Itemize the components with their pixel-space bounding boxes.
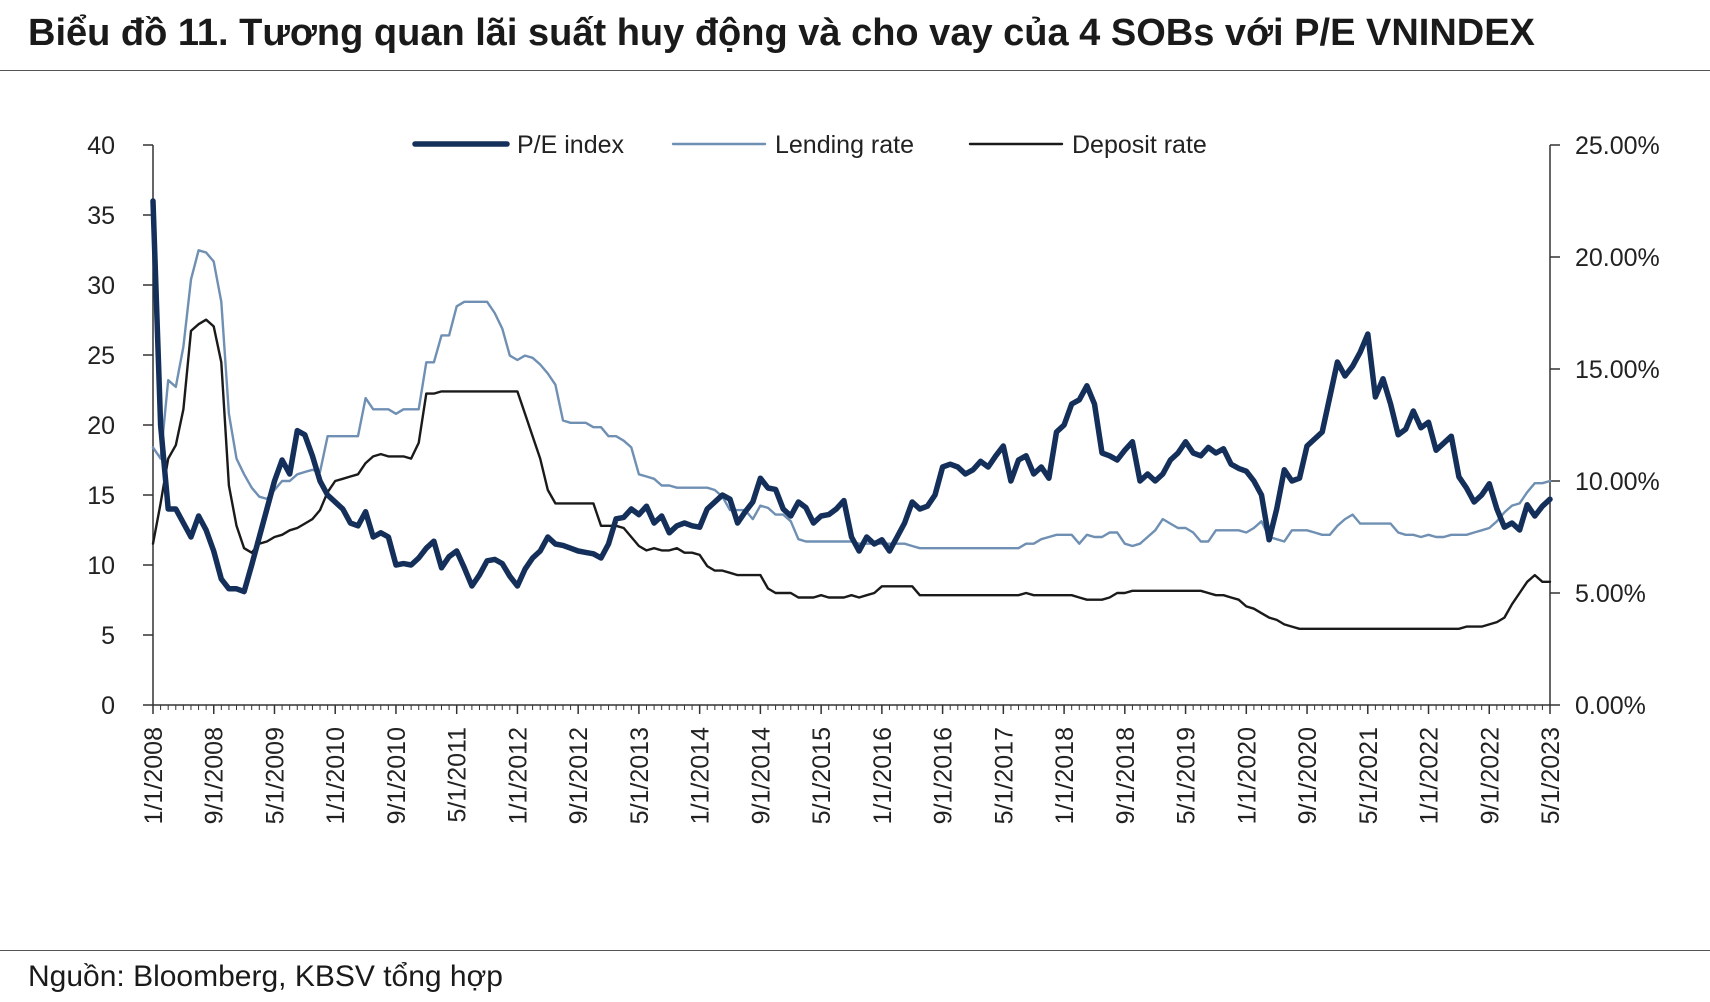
right-y-tick-label: 25.00% (1575, 132, 1660, 160)
x-tick-label: 5/1/2013 (626, 727, 654, 824)
legend-item-pe-index: P/E index (412, 131, 625, 159)
left-y-tick-label: 40 (87, 132, 115, 160)
right-y-tick-label: 20.00% (1575, 244, 1660, 272)
series-layer (150, 198, 1553, 630)
x-tick-label: 1/1/2008 (140, 727, 168, 824)
x-tick-label: 9/1/2020 (1294, 727, 1322, 824)
right-y-tick-label: 0.00% (1575, 692, 1646, 720)
right-y-tick-label: 15.00% (1575, 356, 1660, 384)
right-y-tick-label: 10.00% (1575, 468, 1660, 496)
deposit-rate-line (151, 318, 1552, 630)
left-y-tick-label: 30 (87, 272, 115, 300)
left-y-tick-label: 25 (87, 342, 115, 370)
x-tick-label: 9/1/2008 (201, 727, 229, 824)
x-tick-label: 1/1/2014 (687, 727, 715, 824)
x-tick-label: 1/1/2010 (322, 727, 350, 824)
x-tick-label: 1/1/2020 (1233, 727, 1261, 824)
x-tick-label: 9/1/2022 (1476, 727, 1504, 824)
title-divider (0, 70, 1710, 71)
left-y-tick-label: 35 (87, 202, 115, 230)
x-tick-label: 1/1/2022 (1416, 727, 1444, 824)
left-y-tick-label: 20 (87, 412, 115, 440)
x-tick-label: 5/1/2015 (808, 727, 836, 824)
source-divider (0, 950, 1710, 951)
left-y-tick-label: 5 (101, 622, 115, 650)
x-tick-label: 5/1/2023 (1537, 727, 1565, 824)
left-y-tick-label: 15 (87, 482, 115, 510)
x-tick-label: 1/1/2016 (869, 727, 897, 824)
x-tick-label: 1/1/2018 (1051, 727, 1079, 824)
legend-label: P/E index (517, 131, 625, 159)
lending-rate-line (151, 249, 1552, 550)
left-y-tick-label: 10 (87, 552, 115, 580)
legend-item-deposit-rate: Deposit rate (968, 131, 1207, 159)
legend-label: Deposit rate (1072, 131, 1207, 159)
x-tick-label: 5/1/2009 (261, 727, 289, 824)
legend-item-lending-rate: Lending rate (671, 131, 914, 159)
chart-canvas: 0 5 10 15 20 25 30 35 40 0.00% 5.00% 10.00% 15.00% 20… (87, 131, 1660, 824)
left-y-tick-label: 0 (101, 692, 115, 720)
chart-title: Biểu đồ 11. Tương quan lãi suất huy động… (28, 12, 1535, 54)
pe-index-line (150, 198, 1553, 595)
source-note: Nguồn: Bloomberg, KBSV tổng hợp (28, 960, 503, 993)
x-tick-label: 5/1/2017 (990, 727, 1018, 824)
x-tick-label: 9/1/2014 (747, 727, 775, 824)
x-tick-label: 9/1/2018 (1112, 727, 1140, 824)
legend-label: Lending rate (775, 131, 914, 159)
x-tick-label: 5/1/2011 (444, 727, 472, 822)
x-tick-label: 9/1/2012 (565, 727, 593, 824)
x-tick-label: 9/1/2010 (383, 727, 411, 824)
chart-legend: P/E index Lending rate Deposit rate (412, 131, 1207, 159)
x-tick-label: 1/1/2012 (504, 727, 532, 824)
x-tick-label: 5/1/2019 (1173, 727, 1201, 824)
right-y-tick-label: 5.00% (1575, 580, 1646, 608)
x-tick-label: 5/1/2021 (1355, 727, 1383, 824)
x-tick-label: 9/1/2016 (930, 727, 958, 824)
chart-axes: 0 5 10 15 20 25 30 35 40 0.00% 5.00% 10.00% 15.00% 20… (87, 132, 1660, 824)
